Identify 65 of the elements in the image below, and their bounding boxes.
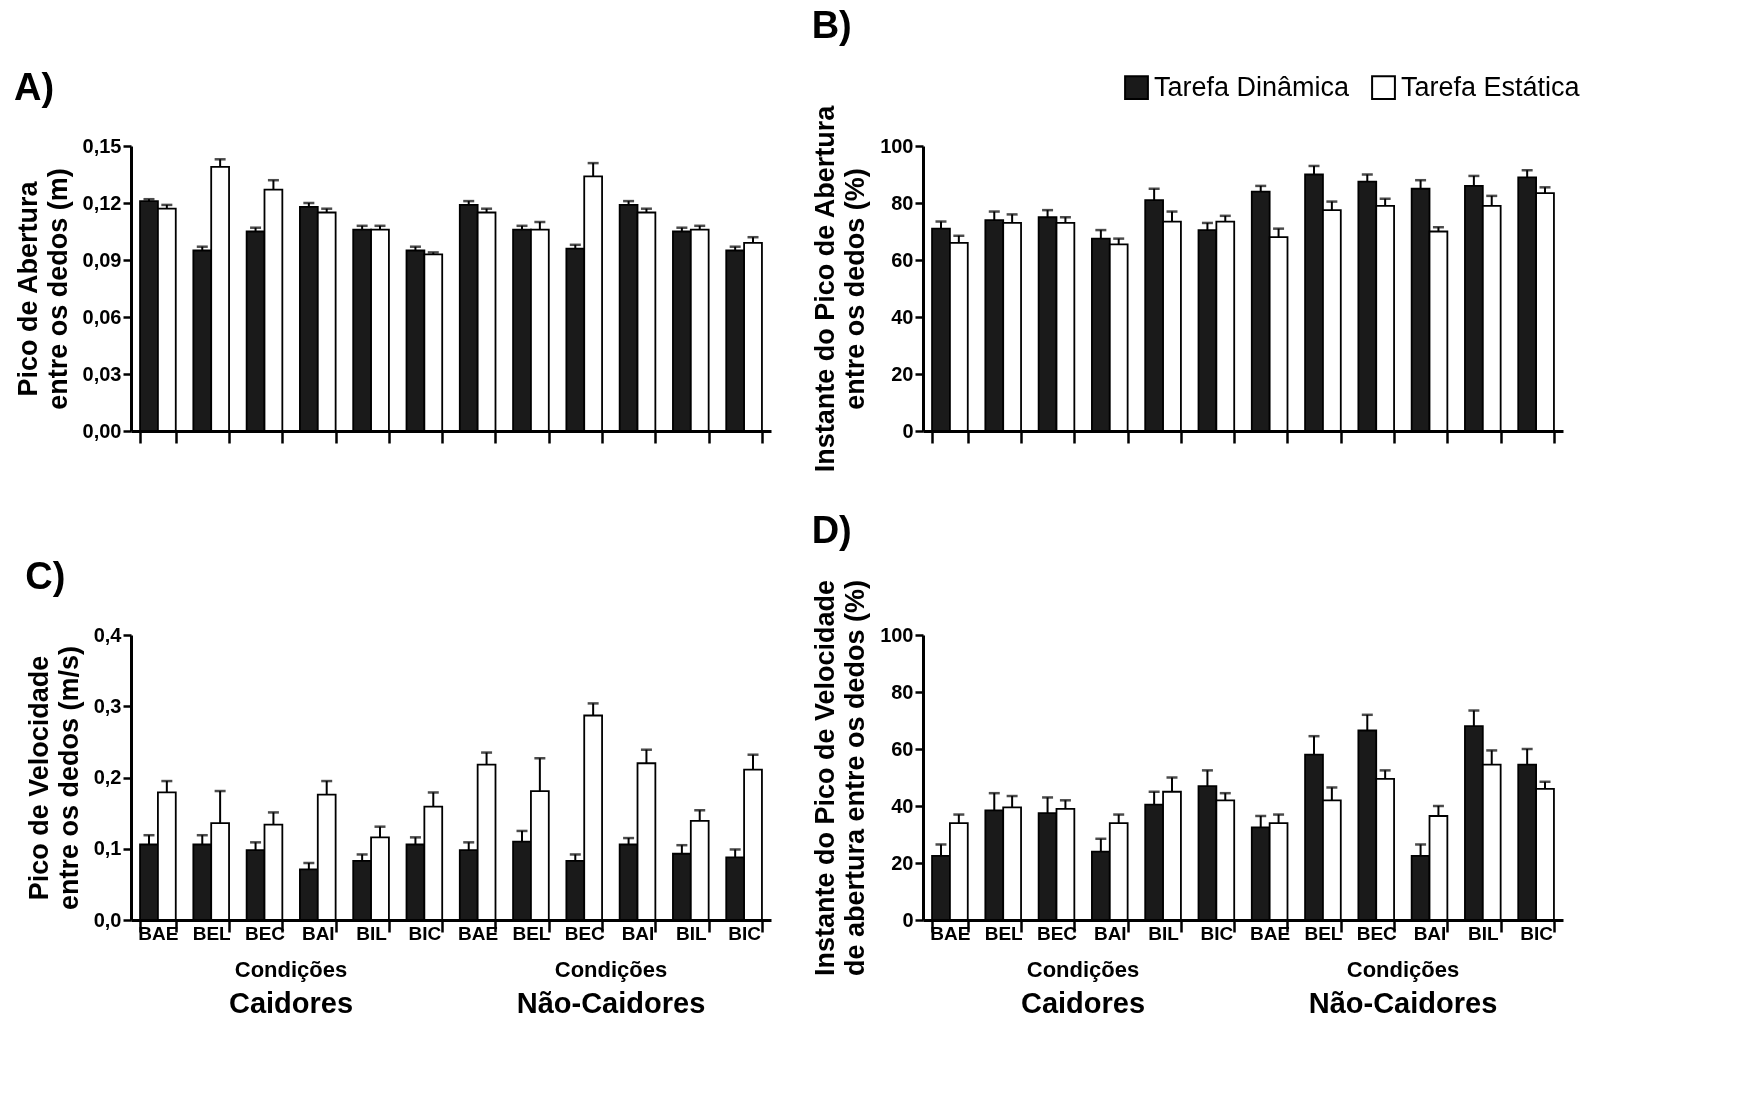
chart-title: C) xyxy=(25,555,66,597)
text: Condições xyxy=(234,957,348,982)
x-tick-label: BIL xyxy=(356,922,388,944)
x-tick-label: BEC xyxy=(1036,922,1078,944)
text: Caidores xyxy=(228,987,354,1019)
x-tick-label: BEL xyxy=(1304,922,1343,944)
y-tick-label: 60 xyxy=(891,248,914,271)
x-tick-label: BAE xyxy=(930,922,971,944)
y-tick-label: 0,2 xyxy=(93,766,122,788)
x-tick-label: BAE xyxy=(1250,922,1291,944)
x-tick-label: BEL xyxy=(512,922,551,944)
y-tick-label: 20 xyxy=(891,851,914,874)
y-tick-label: 0,1 xyxy=(93,837,122,860)
y-axis-title: Pico de Abertura entre os dedos (m) xyxy=(12,168,73,410)
y-axis-title: Instante do Pico de Velocidade de abertura entre os dedos (%) xyxy=(810,579,871,977)
y-tick-label: 60 xyxy=(891,737,914,760)
y-tick-label: 0,3 xyxy=(93,694,122,717)
x-tick-label: BIL xyxy=(676,922,707,944)
chart-title: B) xyxy=(811,4,852,46)
y-tick-label: 0,12 xyxy=(82,191,122,214)
x-tick-label: BAE xyxy=(458,922,499,944)
legend-label: Tarefa Estática xyxy=(1401,71,1581,102)
y-tick-label: 0,09 xyxy=(82,248,122,271)
x-tick-label: BAI xyxy=(1093,922,1127,944)
y-tick-label: 100 xyxy=(880,134,914,157)
y-axis-title: Instante do Pico de Abertura entre os dedos (%) xyxy=(810,104,871,473)
text: Caidores xyxy=(1020,987,1146,1019)
x-tick-label: BEL xyxy=(192,922,232,944)
y-tick-label: 0,0 xyxy=(93,908,122,931)
x-tick-label: BEC xyxy=(1356,922,1398,944)
text: Não-Caidores xyxy=(1308,987,1498,1019)
text: Não-Caidores xyxy=(516,987,706,1019)
legend-label: Tarefa Dinâmica xyxy=(1154,71,1351,102)
x-tick-label: BEC xyxy=(244,922,286,944)
y-tick-label: 0,15 xyxy=(82,134,122,157)
y-tick-label: 0 xyxy=(902,908,914,931)
x-tick-label: BAI xyxy=(301,922,335,944)
y-tick-label: 40 xyxy=(891,305,914,328)
y-tick-label: 0 xyxy=(902,419,914,442)
x-tick-label: BIC xyxy=(1200,922,1234,944)
x-tick-label: BIC xyxy=(1520,922,1554,944)
chart-title: D) xyxy=(811,509,852,552)
chart-title: A) xyxy=(14,66,55,108)
y-tick-label: 20 xyxy=(891,362,914,385)
y-tick-label: 0,4 xyxy=(93,623,123,646)
y-axis-title: Pico de Velocidade entre os dedos (m/s) xyxy=(23,645,84,911)
x-tick-label: BEC xyxy=(564,922,606,944)
y-tick-label: 40 xyxy=(891,794,914,817)
y-tick-label: 80 xyxy=(891,680,914,703)
x-tick-label: BAE xyxy=(138,922,179,944)
x-tick-label: BAI xyxy=(1413,922,1447,944)
x-tick-label: BEL xyxy=(984,922,1024,944)
text: Condições xyxy=(1026,957,1140,982)
x-tick-label: BAI xyxy=(621,922,655,944)
x-tick-label: BIC xyxy=(408,922,442,944)
x-tick-label: BIC xyxy=(728,922,762,944)
x-tick-label: BIL xyxy=(1148,922,1180,944)
text: Condições xyxy=(1346,957,1460,982)
y-tick-label: 100 xyxy=(880,623,914,646)
x-tick-label: BIL xyxy=(1468,922,1499,944)
y-tick-label: 80 xyxy=(891,191,914,214)
text: Condições xyxy=(554,957,668,982)
y-tick-label: 0,00 xyxy=(82,419,122,442)
y-tick-label: 0,03 xyxy=(82,362,122,385)
y-tick-label: 0,06 xyxy=(82,305,122,328)
